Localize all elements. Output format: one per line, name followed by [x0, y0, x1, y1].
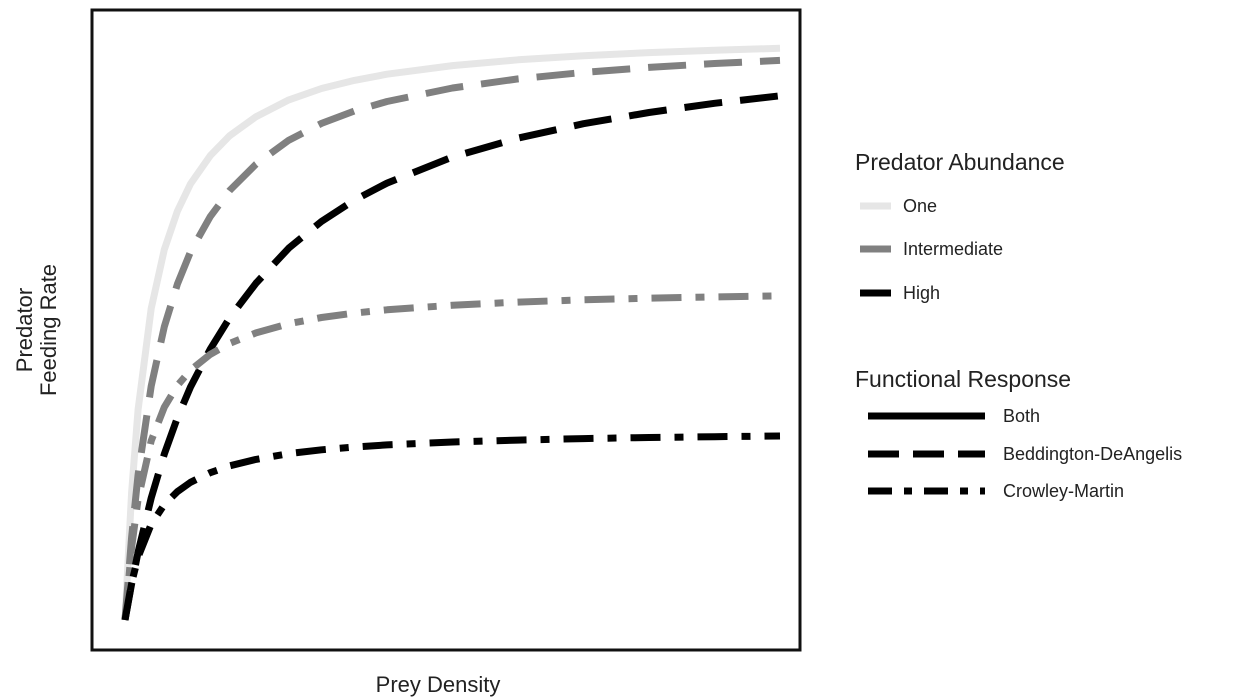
- legend: Predator Abundance One Intermediate High…: [855, 149, 1182, 501]
- series-line-high-beddington-deangelis: [121, 92, 781, 621]
- legend-label-intermediate: Intermediate: [903, 239, 1003, 259]
- series-layer: [121, 44, 781, 621]
- legend-title-abundance: Predator Abundance: [855, 149, 1065, 175]
- legend-label-high: High: [903, 283, 940, 303]
- plot-frame: [90, 8, 802, 652]
- legend-title-response: Functional Response: [855, 366, 1071, 392]
- legend-label-one: One: [903, 196, 937, 216]
- series-line-intermediate-beddington-deangelis: [121, 56, 781, 621]
- series-line-high-crowley-martin: [121, 432, 781, 621]
- series-line-intermediate-crowley-martin: [121, 292, 781, 621]
- legend-label-both: Both: [1003, 406, 1040, 426]
- legend-label-beddington: Beddington-DeAngelis: [1003, 444, 1182, 464]
- y-axis-label-line-1: Predator: [12, 288, 37, 372]
- y-axis-label-line-2: Feeding Rate: [36, 264, 61, 396]
- y-axis-label: Predator Feeding Rate: [12, 264, 61, 396]
- x-axis-label: Prey Density: [376, 672, 501, 697]
- series-line-one-both: [121, 44, 781, 621]
- legend-label-crowley: Crowley-Martin: [1003, 481, 1124, 501]
